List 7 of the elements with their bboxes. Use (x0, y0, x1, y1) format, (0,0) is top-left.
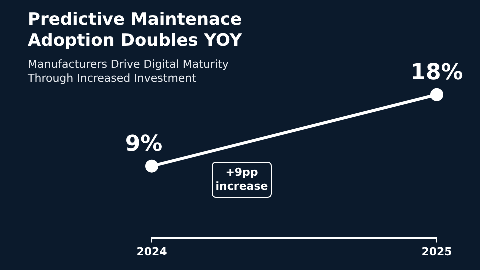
chart-title: Predictive Maintenace Adoption Doubles YOY (28, 10, 244, 52)
x-tick-label: 2024 (136, 245, 168, 258)
annotation: +9pp increase (212, 162, 272, 198)
chart-subtitle: Manufacturers Drive Digital Maturity Through Increased Investment (28, 58, 230, 86)
x-tick-label: 2025 (422, 245, 452, 258)
data-label: 9% (125, 132, 163, 158)
data-label: 18% (410, 60, 464, 86)
